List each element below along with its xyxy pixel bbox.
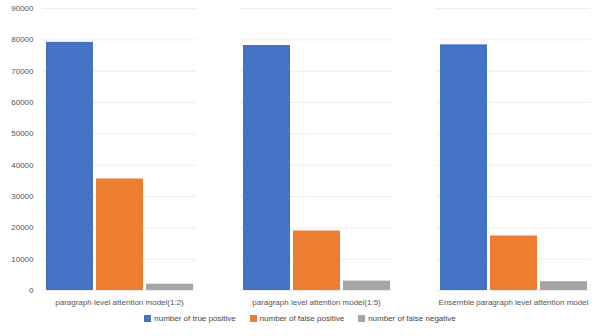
svg-text:paragraph level attention mode: paragraph level attention model(1:5) [252,298,381,307]
svg-text:Ensemble paragraph level atten: Ensemble paragraph level attention model [439,298,589,307]
svg-text:70000: 70000 [11,67,34,76]
svg-text:90000: 90000 [11,4,34,13]
html-text:number of true positive: number of true positive [154,314,236,323]
svg-text:50000: 50000 [11,129,34,138]
svg-text:40000: 40000 [11,161,34,170]
svg-text:20000: 20000 [11,223,34,232]
svg-text:0: 0 [29,286,34,295]
svg-text:80000: 80000 [11,35,34,44]
html-text:number of false positive: number of false positive [259,314,345,323]
svg-text:60000: 60000 [11,98,34,107]
svg-text:10000: 10000 [11,255,34,264]
svg-text:paragraph level attention mode: paragraph level attention model(1:2) [55,298,184,307]
html-text:number of false negative: number of false negative [368,314,456,323]
svg-text:30000: 30000 [11,192,34,201]
